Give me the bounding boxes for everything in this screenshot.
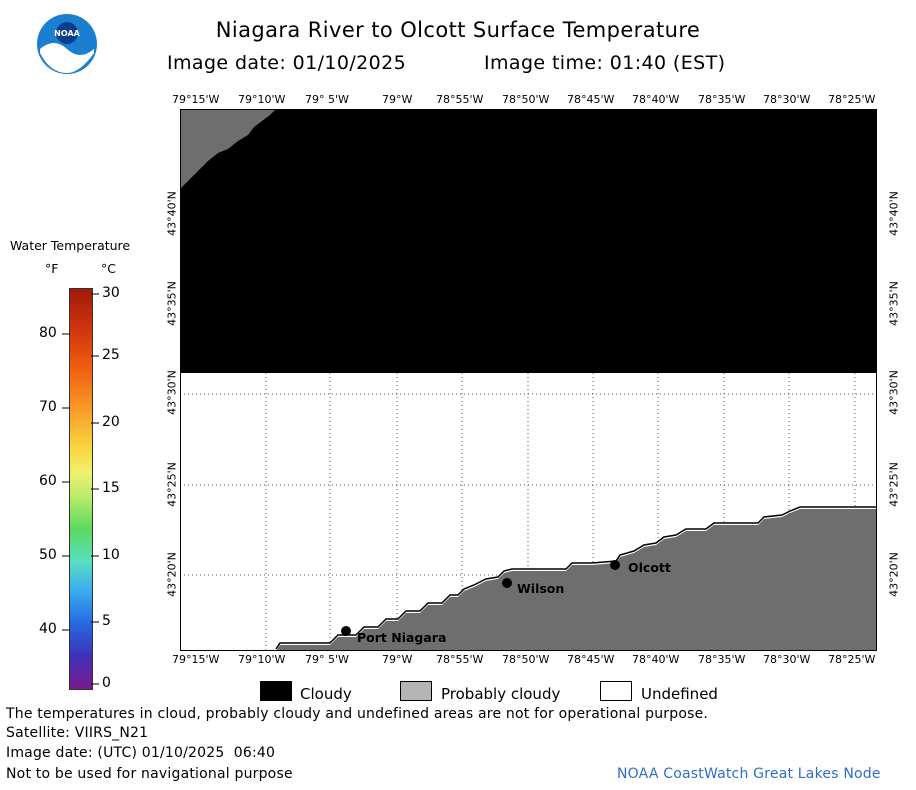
lat-tick-left: 43°40'N <box>165 191 179 236</box>
f-tick: 70 <box>39 399 57 415</box>
c-tick: 0 <box>102 675 111 691</box>
lat-tick-right: 43°30'N <box>887 370 901 415</box>
shoreline <box>275 506 877 650</box>
noaa-logo-text: NOAA <box>54 29 80 38</box>
lon-tick-top: 78°45'W <box>567 93 615 106</box>
f-tick: 40 <box>39 621 57 637</box>
colorbar-ticks <box>62 293 99 685</box>
lat-tick-left: 43°20'N <box>165 552 179 597</box>
wilson-marker <box>502 578 512 588</box>
lon-tick-bottom: 79°15'W <box>172 653 220 666</box>
undefined-label: Undefined <box>641 685 718 703</box>
c-tick: 25 <box>102 347 120 363</box>
lon-tick-bottom: 78°25'W <box>828 653 876 666</box>
port-niagara-marker <box>341 626 351 636</box>
unit-fahrenheit: °F <box>45 261 59 276</box>
lon-tick-top: 78°40'W <box>632 93 680 106</box>
lon-tick-bottom: 78°35'W <box>698 653 746 666</box>
lat-tick-right: 43°40'N <box>887 191 901 236</box>
probably-cloudy-swatch <box>400 681 432 701</box>
unit-celsius: °C <box>101 261 116 276</box>
lat-tick-left: 43°30'N <box>165 370 179 415</box>
lat-tick-right: 43°25'N <box>887 462 901 507</box>
disclaimer-line: The temperatures in cloud, probably clou… <box>6 706 709 722</box>
navigation-warning: Not to be used for navigational purpose <box>6 766 293 782</box>
noaa-logo: NOAA <box>37 14 97 74</box>
lon-tick-top: 79° 5'W <box>305 93 349 106</box>
c-tick: 20 <box>102 414 120 430</box>
lon-tick-bottom: 78°55'W <box>436 653 484 666</box>
olcott-marker <box>610 560 620 570</box>
c-tick: 5 <box>102 613 111 629</box>
f-tick: 50 <box>39 547 57 563</box>
map-panel <box>180 109 877 651</box>
lon-tick-bottom: 79°W <box>382 653 413 666</box>
colorbar-title: Water Temperature <box>10 238 131 253</box>
lon-tick-top: 79°10'W <box>238 93 286 106</box>
cloudy-area <box>180 109 877 373</box>
lon-tick-top: 78°25'W <box>828 93 876 106</box>
satellite-line: Satellite: VIIRS_N21 <box>6 725 149 741</box>
probably-cloudy-label: Probably cloudy <box>441 685 561 703</box>
lon-tick-top: 78°50'W <box>502 93 550 106</box>
lat-tick-left: 43°35'N <box>165 281 179 326</box>
olcott-label: Olcott <box>628 560 671 575</box>
lon-tick-top: 78°30'W <box>763 93 811 106</box>
cloudy-label: Cloudy <box>300 685 352 703</box>
lon-tick-bottom: 78°40'W <box>632 653 680 666</box>
image-date: Image date: 01/10/2025 <box>167 52 407 74</box>
lon-tick-bottom: 78°50'W <box>502 653 550 666</box>
south-shore-land <box>276 509 877 651</box>
lon-tick-top: 78°35'W <box>698 93 746 106</box>
undefined-swatch <box>600 681 632 701</box>
credit-link[interactable]: NOAA CoastWatch Great Lakes Node <box>617 766 881 782</box>
c-tick: 15 <box>102 480 120 496</box>
colorbar <box>69 288 93 690</box>
lon-tick-bottom: 78°45'W <box>567 653 615 666</box>
image-time: Image time: 01:40 (EST) <box>484 52 726 74</box>
map-frame <box>180 109 877 651</box>
lon-tick-bottom: 79°10'W <box>238 653 286 666</box>
lat-tick-left: 43°25'N <box>165 462 179 507</box>
lon-tick-top: 79°15'W <box>172 93 220 106</box>
lat-tick-right: 43°20'N <box>887 552 901 597</box>
lon-tick-top: 78°55'W <box>436 93 484 106</box>
c-tick: 30 <box>102 285 120 301</box>
lon-tick-bottom: 79° 5'W <box>305 653 349 666</box>
lon-tick-top: 79°W <box>382 93 413 106</box>
c-tick: 10 <box>102 547 120 563</box>
f-tick: 60 <box>39 473 57 489</box>
lat-tick-right: 43°35'N <box>887 281 901 326</box>
north-shore-land <box>180 109 276 189</box>
port-niagara-label: Port Niagara <box>357 630 447 645</box>
page-title: Niagara River to Olcott Surface Temperat… <box>215 18 701 42</box>
lon-tick-bottom: 78°30'W <box>763 653 811 666</box>
wilson-label: Wilson <box>517 581 565 596</box>
f-tick: 80 <box>39 325 57 341</box>
utc-date-line: Image date: (UTC) 01/10/2025 06:40 <box>6 745 276 761</box>
cloudy-swatch <box>260 681 292 701</box>
